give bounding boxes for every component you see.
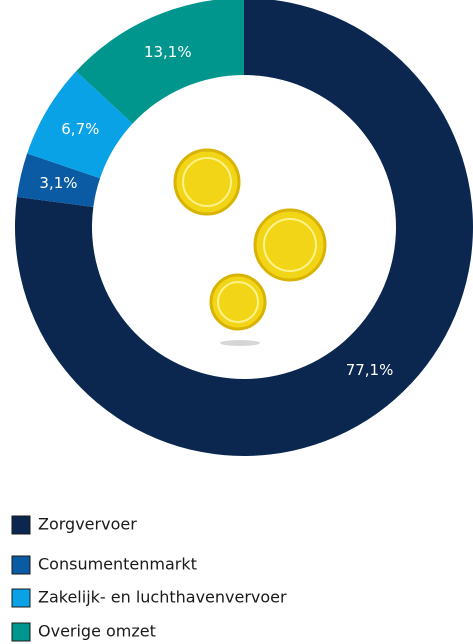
- value-label: 13,1%: [144, 43, 192, 61]
- donut-segment: [76, 0, 244, 124]
- value-label: 3,1%: [39, 174, 77, 192]
- legend-swatch: [11, 588, 31, 608]
- donut-segment: [27, 71, 133, 179]
- legend-swatch: [11, 555, 31, 575]
- legend-label: Overige omzet: [38, 622, 156, 641]
- value-label: 6,7%: [61, 120, 99, 138]
- legend-label: Zorgvervoer: [38, 515, 137, 534]
- value-label: 77,1%: [346, 361, 394, 379]
- donut-segment: [16, 153, 101, 208]
- legend-swatch: [11, 515, 31, 535]
- donut-segment: [15, 0, 473, 456]
- coins-illustration: [173, 148, 327, 346]
- legend-label: Zakelijk- en luchthavenvervoer: [38, 588, 287, 607]
- legend-swatch: [11, 622, 31, 642]
- legend-label: Consumentenmarkt: [38, 555, 197, 574]
